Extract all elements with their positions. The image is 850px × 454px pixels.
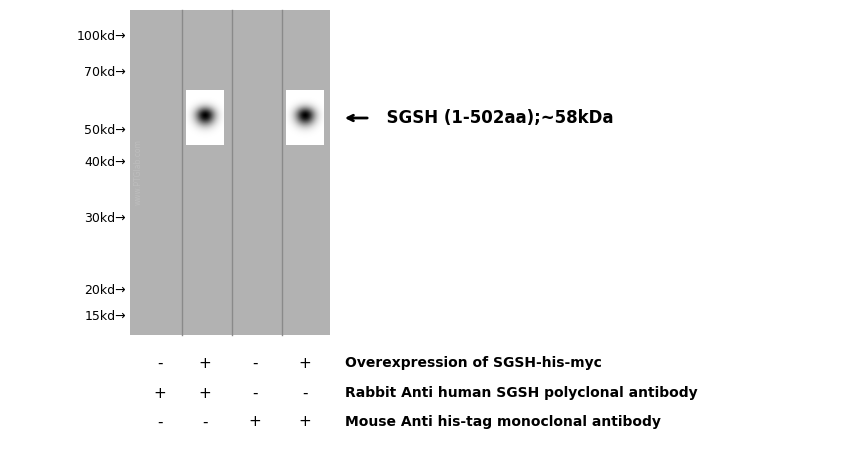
Text: -: - bbox=[202, 415, 207, 429]
Text: SGSH (1-502aa);~58kDa: SGSH (1-502aa);~58kDa bbox=[375, 109, 614, 127]
Text: -: - bbox=[157, 415, 162, 429]
Text: +: + bbox=[298, 415, 311, 429]
Bar bbox=[130, 10, 330, 335]
Text: 100kd→: 100kd→ bbox=[76, 30, 126, 43]
Text: +: + bbox=[199, 355, 212, 370]
Text: 15kd→: 15kd→ bbox=[84, 311, 126, 324]
Text: 20kd→: 20kd→ bbox=[84, 283, 126, 296]
Text: Overexpression of SGSH-his-myc: Overexpression of SGSH-his-myc bbox=[345, 356, 602, 370]
Text: Mouse Anti his-tag monoclonal antibody: Mouse Anti his-tag monoclonal antibody bbox=[345, 415, 661, 429]
Text: +: + bbox=[298, 355, 311, 370]
Text: -: - bbox=[303, 385, 308, 400]
Text: +: + bbox=[154, 385, 167, 400]
Text: -: - bbox=[252, 355, 258, 370]
Text: Rabbit Anti human SGSH polyclonal antibody: Rabbit Anti human SGSH polyclonal antibo… bbox=[345, 386, 698, 400]
Text: 40kd→: 40kd→ bbox=[84, 156, 126, 168]
Text: -: - bbox=[157, 355, 162, 370]
Text: -: - bbox=[252, 385, 258, 400]
Text: 50kd→: 50kd→ bbox=[84, 123, 126, 137]
Text: 70kd→: 70kd→ bbox=[84, 65, 126, 79]
Text: 30kd→: 30kd→ bbox=[84, 212, 126, 224]
Text: www.PTGlab.com: www.PTGlab.com bbox=[133, 139, 143, 206]
Text: +: + bbox=[199, 385, 212, 400]
Text: +: + bbox=[248, 415, 262, 429]
